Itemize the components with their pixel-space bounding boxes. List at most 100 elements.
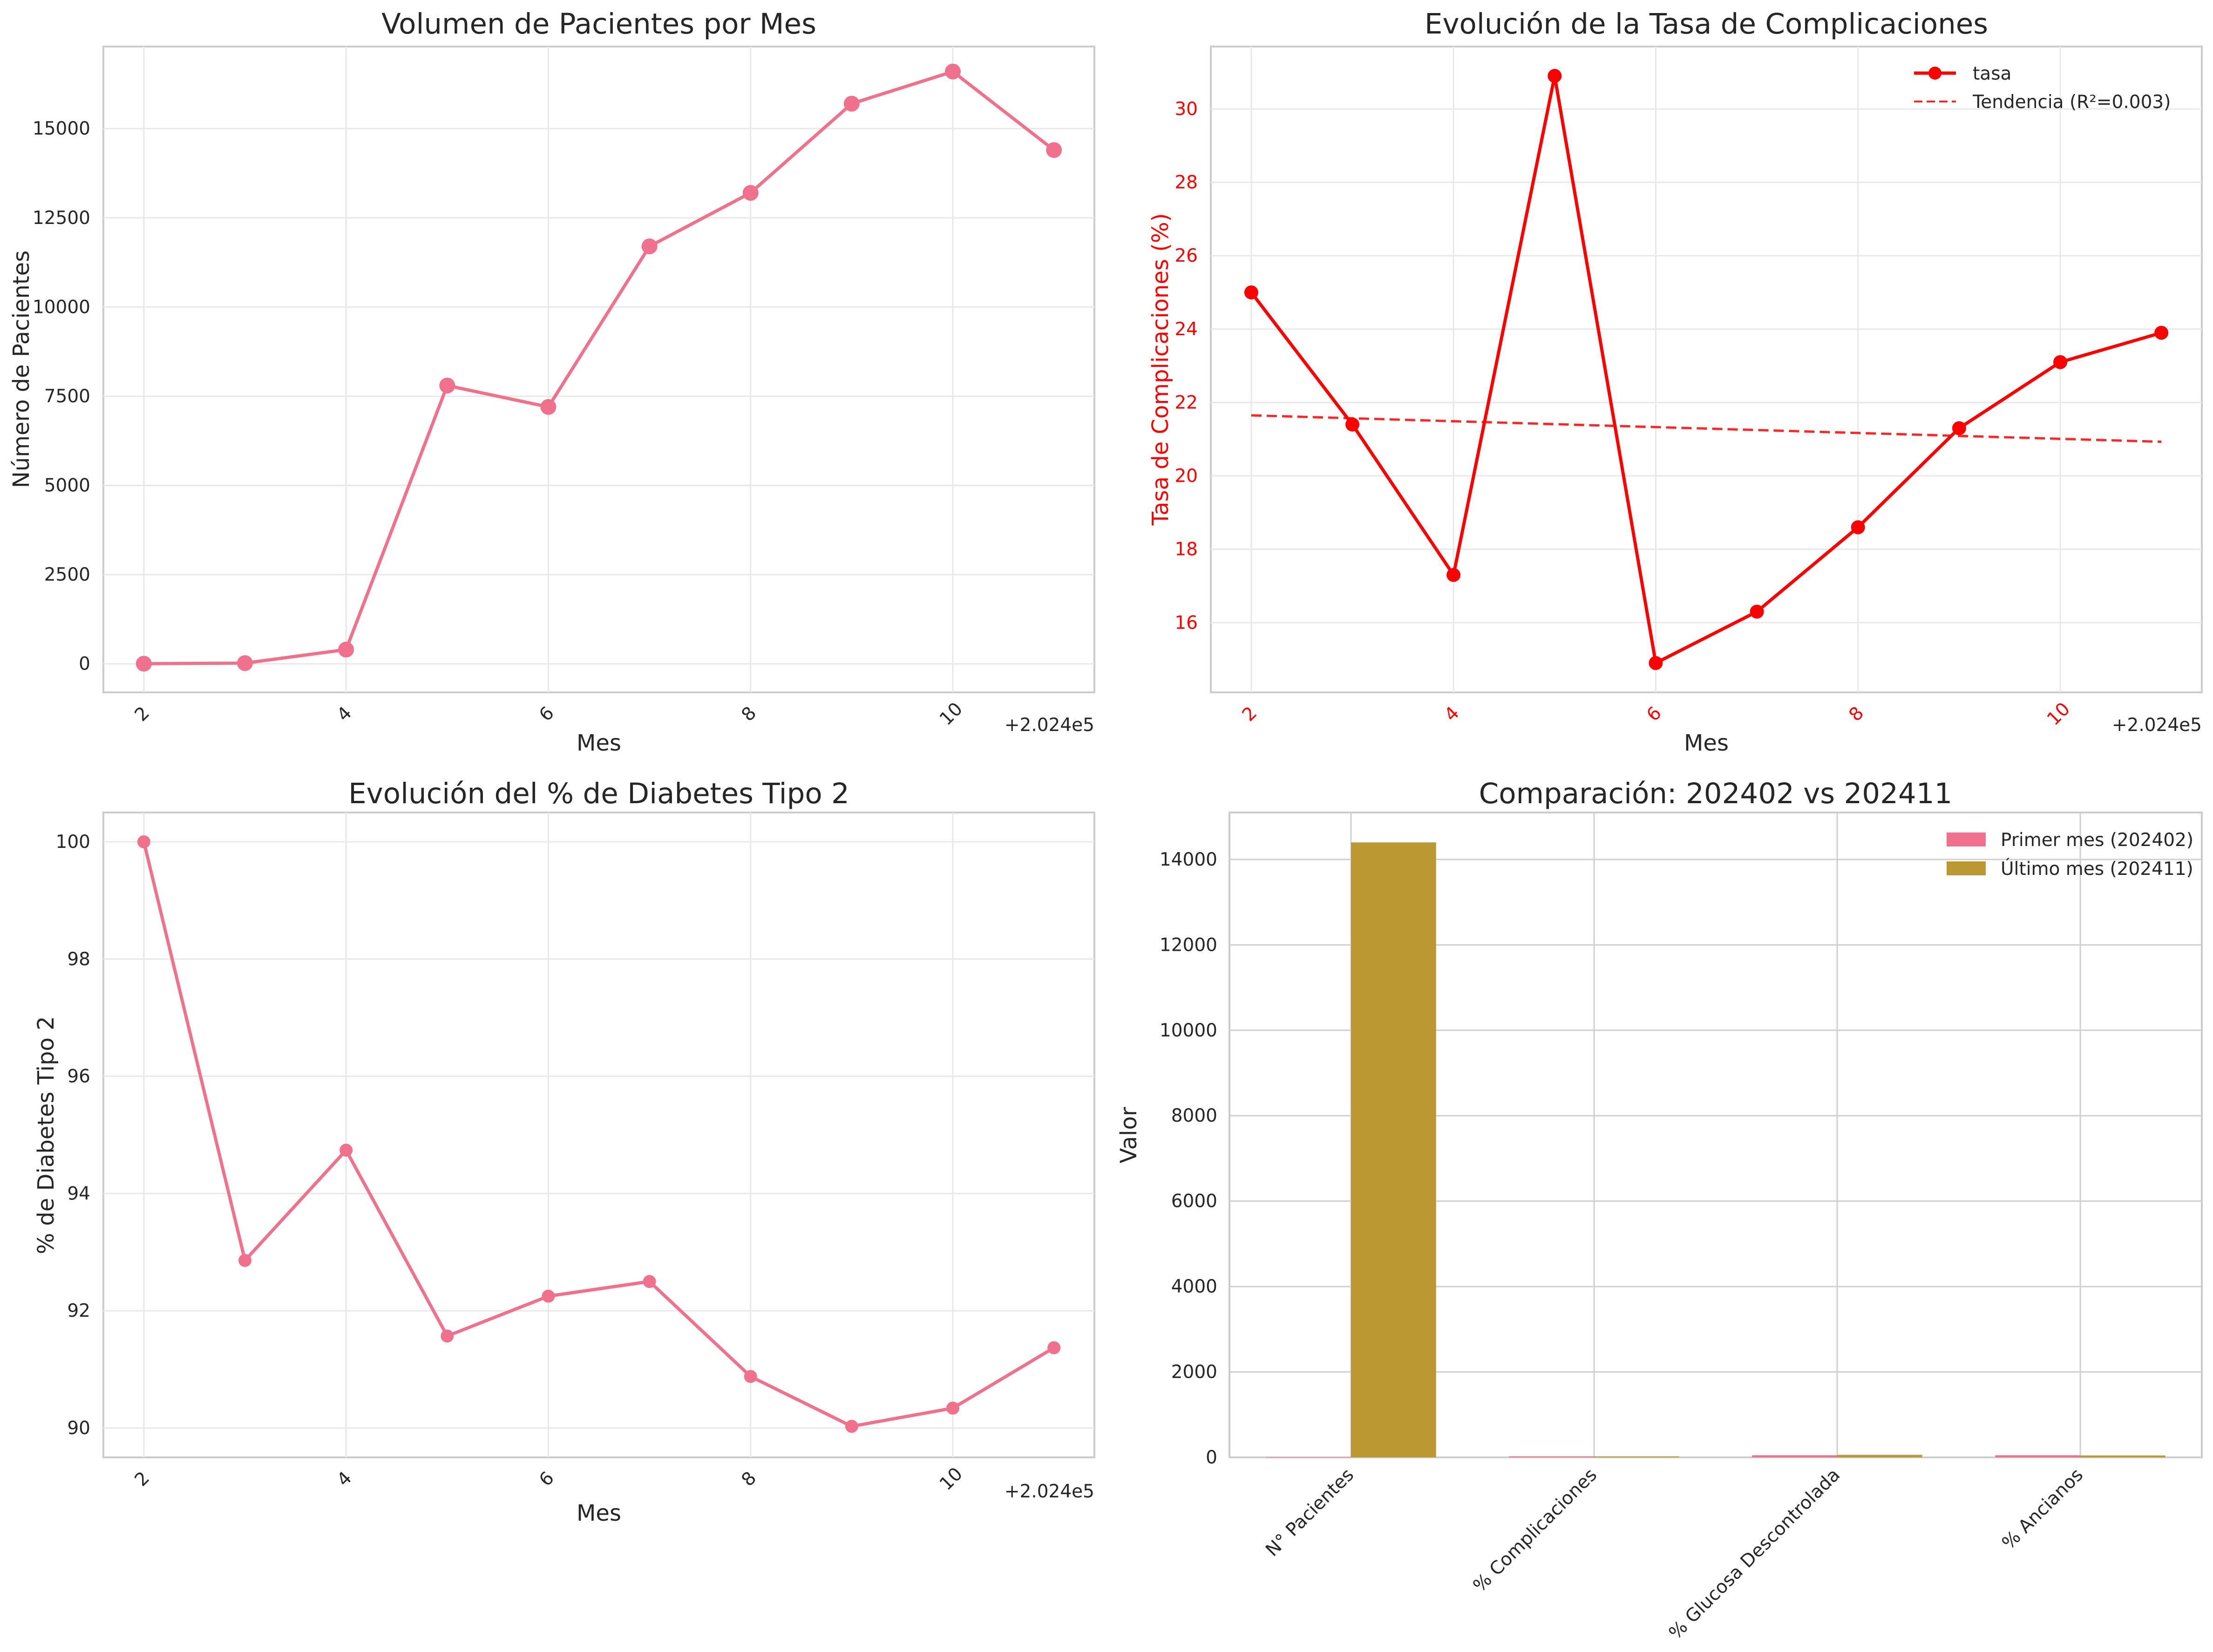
bar [2080,1455,2165,1457]
data-point [843,95,860,112]
x-tick-label: 8 [738,1468,760,1490]
y-tick-label: 18 [1174,539,1198,560]
y-tick-label: 5000 [44,475,90,496]
chart-title: Evolución del % de Diabetes Tipo 2 [348,777,849,810]
series-line [143,70,1055,665]
data-point [1649,656,1663,670]
y-axis-label: Tasa de Complicaciones (%) [1147,213,1174,526]
chart-title: Evolución de la Tasa de Complicaciones [1425,7,1988,41]
y-tick-label: 90 [67,1418,90,1439]
category-label: % Ancianos [1998,1464,2087,1554]
y-tick-label: 15000 [33,118,90,139]
bar [1837,1455,1922,1457]
y-tick-label: 98 [67,949,90,970]
panel-patient-volume: 2 4 6 8 10 0 2500 5000 7500 10000 12500 15000 Volum… [8,7,1095,756]
data-point [1345,417,1359,432]
trend-line [1251,414,2162,443]
data-point [945,63,961,80]
y-tick-label: 2500 [44,564,90,585]
x-tick-label: 6 [1643,703,1665,725]
y-tick-label: 30 [1174,99,1198,120]
bar [1509,1456,1594,1457]
data-point [2053,355,2067,369]
y-tick-label: 22 [1174,392,1198,413]
x-offset-label: +2.024e5 [1005,715,1094,736]
plot-area [1210,46,2203,693]
y-tick-label: 10000 [1160,1020,1217,1041]
y-tick-label: 96 [67,1066,90,1087]
y-tick-label: 26 [1174,245,1198,266]
y-tick-label: 8000 [1171,1105,1217,1126]
data-point [439,377,455,393]
legend-swatch-last [1947,861,1986,875]
y-tick-label: 12000 [1160,934,1217,955]
x-axis-label: Mes [577,730,621,756]
y-axis-label: Número de Pacientes [8,251,34,488]
x-tick-label: 8 [738,703,760,725]
legend-swatch-first [1947,833,1986,846]
y-axis-label: Valor [1116,1107,1142,1163]
x-tick-label: 2 [1238,703,1261,725]
x-tick-label: 8 [1845,703,1868,725]
legend: tasa Tendencia (R²=0.003) [1914,63,2171,113]
data-point [946,1401,959,1415]
x-offset-label: +2.024e5 [2112,715,2202,736]
y-tick-label: 10000 [33,297,90,318]
data-point [845,1420,858,1433]
data-point [1047,1341,1061,1354]
chart-title: Volumen de Pacientes por Mes [381,7,816,41]
y-tick-label: 0 [79,654,90,675]
x-offset-label: +2.024e5 [1005,1481,1094,1502]
y-tick-label: 7500 [44,386,90,407]
bar [1594,1456,1679,1457]
x-tick-label: 2 [131,1468,154,1490]
series-line [1250,74,2162,665]
y-tick-label: 2000 [1171,1362,1217,1383]
data-point [338,642,354,658]
data-point [1548,69,1562,83]
y-tick-label: 28 [1174,172,1198,193]
y-tick-label: 94 [67,1183,90,1204]
y-tick-label: 4000 [1171,1276,1217,1297]
y-axis-label: % de Diabetes Tipo 2 [33,1016,59,1254]
x-tick-label: 10 [2043,698,2074,730]
x-tick-label: 4 [1440,703,1463,725]
data-point [1244,285,1258,300]
category-label: % Complicaciones [1469,1464,1601,1596]
data-point [1851,520,1865,535]
legend-label-last: Último mes (202411) [2001,858,2193,880]
data-point [441,1329,454,1343]
x-axis-label: Mes [577,1500,621,1526]
x-tick-label: 10 [936,698,967,730]
x-tick-label: 4 [333,703,356,725]
legend: Primer mes (202402) Último mes (202411) [1947,830,2193,880]
data-point [1446,568,1461,582]
data-point [542,1289,555,1303]
plot-area [102,812,1095,1458]
data-point [742,185,759,201]
y-tick-label: 14000 [1160,849,1217,870]
y-tick-label: 20 [1174,466,1198,487]
x-axis-label: Mes [1684,730,1729,756]
legend-label-tasa: tasa [1973,63,2011,84]
y-tick-label: 0 [1206,1447,1217,1468]
data-point [136,656,152,672]
panel-diabetes-type2: 2 4 6 8 10 90 92 94 96 98 100 Evolución del % de D… [33,777,1095,1526]
data-point [2154,325,2169,340]
panel-comparison: 0 2000 4000 6000 8000 10000 12000 14000 N° Pacie… [1116,777,2203,1644]
data-point [1046,142,1062,158]
bar [1351,842,1436,1457]
bar [1266,1457,1351,1458]
y-tick-label: 100 [56,832,90,853]
data-point [540,399,557,415]
bar [1752,1455,1837,1457]
data-point [237,655,253,671]
y-tick-label: 16 [1174,612,1198,633]
y-tick-label: 92 [67,1300,90,1321]
plot-area [102,46,1095,693]
legend-label-first: Primer mes (202402) [2001,830,2193,851]
category-label: N° Pacientes [1262,1464,1358,1561]
data-point [744,1370,757,1383]
data-point [238,1253,251,1267]
